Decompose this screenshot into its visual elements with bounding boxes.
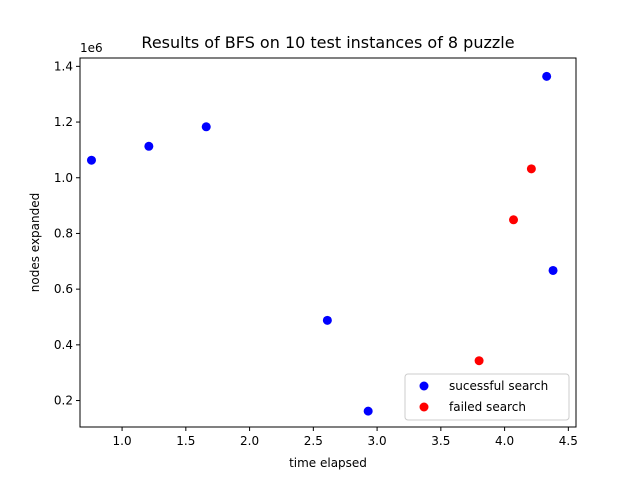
y-axis-ticks: 0.2 0.4 0.6 0.8 1.0 1.2 1.4 bbox=[54, 59, 80, 408]
x-tick-label: 1.0 bbox=[113, 434, 132, 448]
legend-marker-successful bbox=[419, 381, 429, 391]
y-axis-label: nodes expanded bbox=[28, 193, 42, 292]
x-tick-label: 2.0 bbox=[240, 434, 259, 448]
failed-search-point bbox=[526, 164, 536, 174]
successful-search-point bbox=[548, 265, 558, 275]
x-tick-label: 2.5 bbox=[304, 434, 323, 448]
y-tick-label: 0.4 bbox=[54, 338, 73, 352]
legend-label-successful: sucessful search bbox=[449, 379, 548, 393]
successful-search-point bbox=[201, 122, 211, 132]
x-axis-ticks: 1.0 1.5 2.0 2.5 3.0 3.5 4.0 4.5 bbox=[113, 427, 578, 448]
successful-search-point bbox=[322, 315, 332, 325]
y-tick-label: 1.4 bbox=[54, 59, 73, 73]
x-tick-label: 4.0 bbox=[495, 434, 514, 448]
chart-title: Results of BFS on 10 test instances of 8… bbox=[141, 33, 514, 52]
x-tick-label: 3.0 bbox=[368, 434, 387, 448]
legend-label-failed: failed search bbox=[449, 400, 526, 414]
successful-search-point bbox=[144, 141, 154, 151]
legend-box bbox=[404, 373, 570, 421]
plot-frame bbox=[79, 57, 577, 428]
y-tick-label: 0.2 bbox=[54, 394, 73, 408]
successful-search-point bbox=[363, 406, 373, 416]
y-tick-label: 0.8 bbox=[54, 226, 73, 240]
y-tick-label: 1.2 bbox=[54, 115, 73, 129]
legend: sucessful search failed search bbox=[404, 373, 570, 421]
failed-search-point bbox=[509, 215, 519, 225]
x-tick-label: 3.5 bbox=[431, 434, 450, 448]
y-offset-label: 1e6 bbox=[80, 41, 103, 55]
legend-marker-failed bbox=[419, 402, 429, 412]
successful-search-point bbox=[542, 71, 552, 81]
failed-search-point bbox=[474, 356, 484, 366]
y-tick-label: 1.0 bbox=[54, 171, 73, 185]
x-tick-label: 1.5 bbox=[176, 434, 195, 448]
data-points bbox=[86, 71, 558, 416]
successful-search-point bbox=[86, 155, 96, 165]
x-axis-label: time elapsed bbox=[289, 456, 367, 470]
y-tick-label: 0.6 bbox=[54, 282, 73, 296]
x-tick-label: 4.5 bbox=[559, 434, 578, 448]
